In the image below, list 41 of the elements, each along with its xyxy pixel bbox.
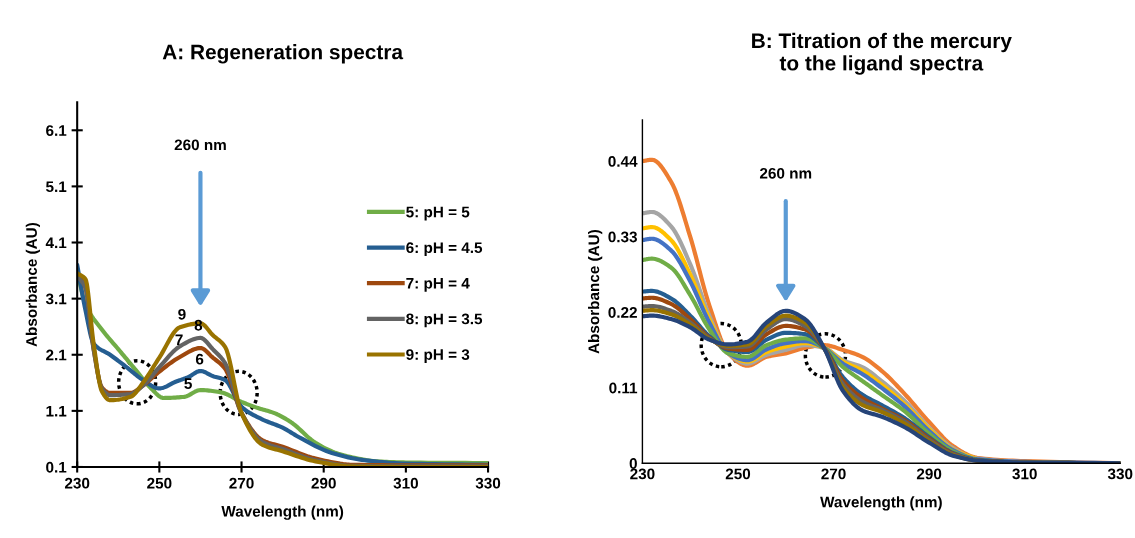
chart-title: A: Regeneration spectra xyxy=(162,44,404,64)
y-tick-label: 2.1 xyxy=(46,349,67,361)
chart-title: B: Titration of the mercury to the ligand spectra xyxy=(752,32,1012,75)
x-tick-label: 230 xyxy=(630,468,655,480)
x-axis-title: Wavelength (nm) xyxy=(820,496,942,511)
y-tick-label: 0.1 xyxy=(46,461,67,473)
y-tick-label: 0.11 xyxy=(609,382,638,394)
legend-label: 7: pH = 4 xyxy=(406,278,470,292)
x-tick-label: 330 xyxy=(1107,468,1133,480)
x-tick-label: 270 xyxy=(229,477,254,489)
annotation: 7 xyxy=(175,334,183,346)
x-tick-label: 250 xyxy=(147,477,172,489)
annotation: 5 xyxy=(184,378,192,390)
x-tick-label: 270 xyxy=(821,468,846,480)
y-tick-label: 0.44 xyxy=(608,156,638,167)
y-tick-label: 1.1 xyxy=(46,405,67,417)
x-tick-label: 310 xyxy=(1012,468,1037,480)
x-tick-label: 290 xyxy=(916,468,942,480)
x-tick-label: 290 xyxy=(311,477,336,489)
annotation: 9 xyxy=(178,308,186,320)
legend-label: 9: pH = 3 xyxy=(406,349,470,363)
x-tick-label: 250 xyxy=(725,468,751,480)
y-tick-label: 0.22 xyxy=(608,307,637,318)
legend-label: 8: pH = 3.5 xyxy=(406,313,483,328)
y-tick-label: 6.1 xyxy=(46,125,67,136)
annotation: 260 nm xyxy=(174,139,226,151)
x-tick-label: 330 xyxy=(475,477,501,489)
x-axis-title: Wavelength (nm) xyxy=(221,505,344,520)
legend-label: 6: pH = 4.5 xyxy=(406,242,483,257)
y-tick-label: 3.1 xyxy=(45,293,67,305)
y-tick-label: 4.1 xyxy=(45,237,67,249)
y-axis-title: Absorbance (AU) xyxy=(25,222,40,347)
y-tick-label: 5.1 xyxy=(46,181,67,193)
y-axis-title: Absorbance (AU) xyxy=(588,229,603,354)
annotation: 260 nm xyxy=(759,167,812,179)
legend-label: 5: pH = 5 xyxy=(406,206,470,221)
y-tick-label: 0 xyxy=(629,458,637,469)
x-tick-label: 230 xyxy=(64,477,90,489)
x-tick-label: 310 xyxy=(393,477,418,489)
y-tick-label: 0.33 xyxy=(608,231,637,243)
annotation: 6 xyxy=(195,353,204,365)
